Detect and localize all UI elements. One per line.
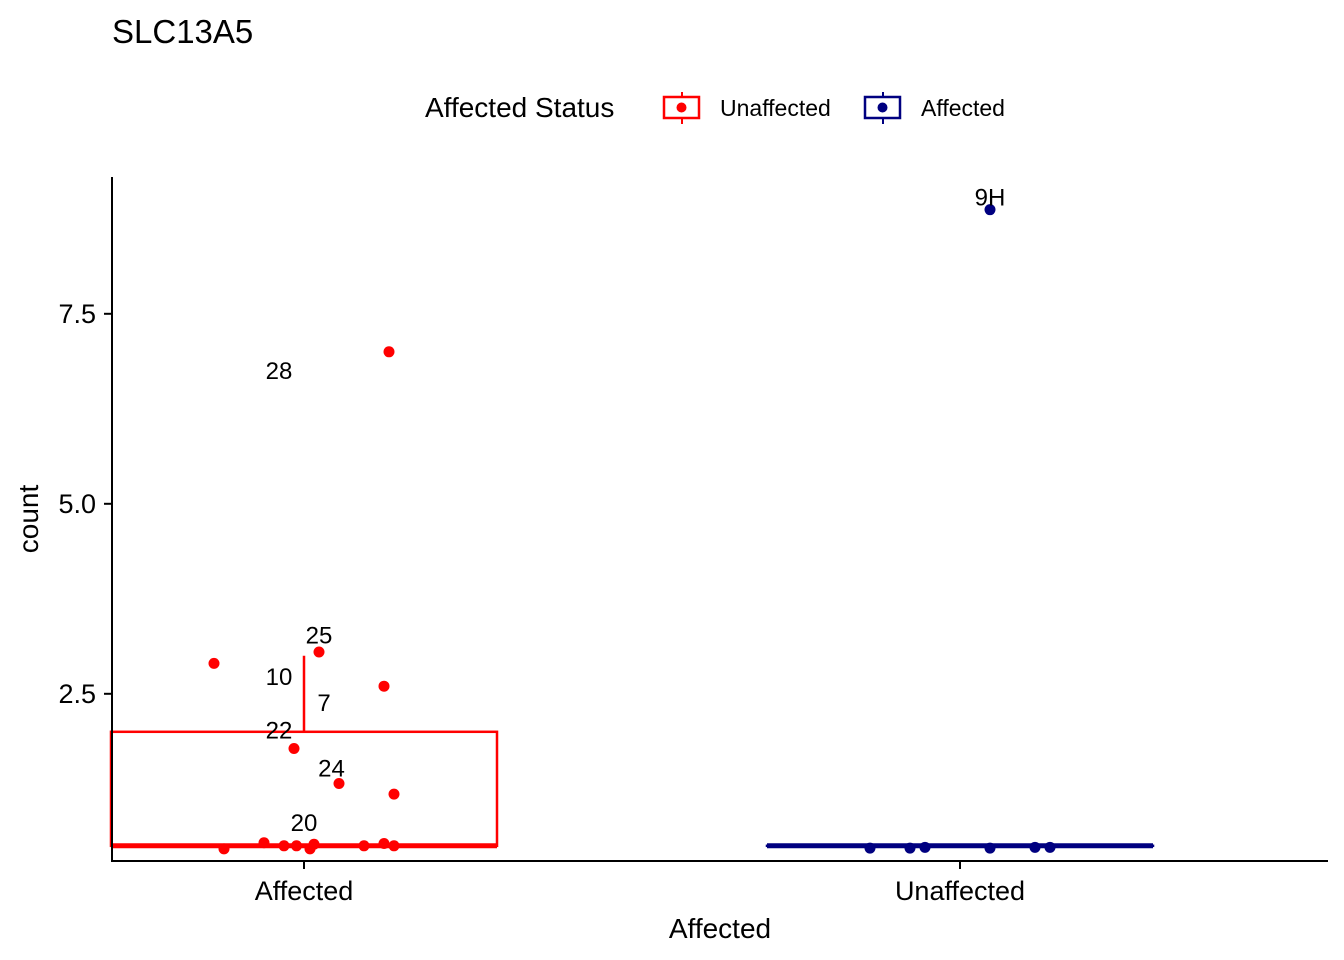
legend-label-affected: Affected xyxy=(921,95,1005,121)
x-tick-label: Unaffected xyxy=(895,876,1025,906)
legend-title: Affected Status xyxy=(425,92,614,123)
point-label: 24 xyxy=(318,755,345,782)
data-point xyxy=(1044,841,1056,853)
point-label: 25 xyxy=(306,622,333,649)
y-tick-label: 2.5 xyxy=(58,679,96,709)
point-label: 20 xyxy=(291,810,318,837)
x-tick-label: Affected xyxy=(255,876,354,906)
data-point xyxy=(378,680,390,692)
box-series-unaffected: 28 25 10 7 22 24 20 xyxy=(109,346,499,855)
data-point xyxy=(388,788,400,800)
box-series-affected: 9H xyxy=(765,185,1155,854)
legend: Affected Status Unaffected Affected xyxy=(425,92,1005,124)
plot-area: 28 25 10 7 22 24 20 9H xyxy=(109,185,1155,855)
data-point xyxy=(919,841,931,853)
data-point xyxy=(383,346,395,358)
data-point xyxy=(218,843,230,855)
data-point xyxy=(358,840,370,852)
point-label: 7 xyxy=(317,690,330,717)
legend-key-unaffected xyxy=(662,92,701,124)
data-point xyxy=(333,777,345,789)
data-point xyxy=(313,646,325,658)
data-point xyxy=(378,838,390,850)
point-label: 10 xyxy=(266,664,293,691)
data-point xyxy=(208,657,220,669)
axes: 2.5 5.0 7.5 Affected Unaffected xyxy=(58,299,1025,906)
data-point xyxy=(984,204,996,216)
data-point xyxy=(258,837,270,849)
chart-title: SLC13A5 xyxy=(112,13,253,50)
y-tick-label: 7.5 xyxy=(58,299,96,329)
y-axis-title: count xyxy=(13,485,44,554)
data-point xyxy=(984,842,996,854)
data-point xyxy=(388,840,400,852)
data-point xyxy=(904,842,916,854)
legend-label-unaffected: Unaffected xyxy=(720,95,831,121)
legend-key-affected xyxy=(863,92,902,124)
x-axis-title: Affected xyxy=(669,913,771,944)
point-label: 22 xyxy=(266,717,293,744)
point-label: 28 xyxy=(266,358,293,385)
point-label: 9H xyxy=(975,185,1006,212)
data-point xyxy=(288,743,300,755)
data-point xyxy=(278,840,290,852)
data-point xyxy=(1029,841,1041,853)
data-point xyxy=(291,840,302,852)
y-tick-label: 5.0 xyxy=(58,489,96,519)
data-point xyxy=(864,842,876,854)
data-point xyxy=(308,838,320,850)
